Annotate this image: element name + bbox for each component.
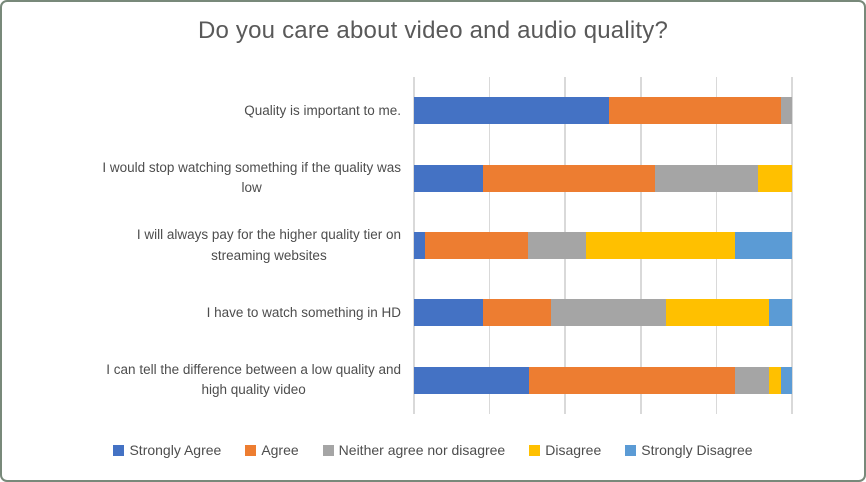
bar-segment-disagree bbox=[585, 232, 735, 260]
legend-swatch-icon bbox=[322, 444, 334, 456]
category-label: I would stop watching something if the q… bbox=[2, 158, 414, 199]
bar-segment-strongly-agree bbox=[414, 232, 426, 260]
legend-swatch-icon bbox=[625, 444, 637, 456]
bar-segment-disagree bbox=[757, 164, 792, 192]
category-row-1: Quality is important to me. bbox=[2, 77, 864, 144]
bar-track bbox=[414, 164, 792, 192]
bar-segment-agree bbox=[482, 164, 655, 192]
bar-track bbox=[414, 366, 792, 394]
category-label: I have to watch something in HD bbox=[2, 303, 414, 323]
bar-segment-strongly-agree bbox=[414, 299, 483, 327]
legend-label: Disagree bbox=[545, 442, 602, 458]
bar-track bbox=[414, 97, 792, 125]
legend-item-strongly-agree: Strongly Agree bbox=[113, 442, 221, 458]
category-row-2: I would stop watching something if the q… bbox=[2, 144, 864, 211]
category-label: Quality is important to me. bbox=[2, 101, 414, 121]
legend-label: Strongly Agree bbox=[129, 442, 222, 458]
plot-area: Quality is important to me. I would stop … bbox=[2, 77, 864, 414]
bar-segment-agree bbox=[608, 97, 781, 125]
bar-track bbox=[414, 232, 793, 260]
bar-segment-strongly-disagree bbox=[734, 232, 793, 260]
legend-label: Neither agree nor disagree bbox=[338, 442, 506, 458]
category-label-text: Quality is important to me. bbox=[244, 102, 401, 118]
bar-segment-agree bbox=[528, 366, 735, 394]
legend-swatch-icon bbox=[113, 444, 125, 456]
bar-segment-neither-agree-nor-disagree bbox=[551, 299, 666, 327]
bar-segment-agree bbox=[482, 299, 552, 327]
bar-track bbox=[414, 299, 793, 327]
bar-segment-disagree bbox=[665, 299, 769, 327]
bar-segment-neither-agree-nor-disagree bbox=[780, 97, 792, 125]
category-label-text: I have to watch something in HD bbox=[206, 304, 401, 320]
legend-item-neither-agree-nor-disagree: Neither agree nor disagree bbox=[322, 442, 506, 458]
bar-segment-disagree bbox=[769, 366, 781, 394]
bar-segment-neither-agree-nor-disagree bbox=[528, 232, 586, 260]
legend-item-strongly-disagree: Strongly Disagree bbox=[625, 442, 753, 458]
bar-segment-neither-agree-nor-disagree bbox=[734, 366, 770, 394]
category-label-text: I would stop watching something if the q… bbox=[102, 159, 401, 196]
bar-segment-strongly-disagree bbox=[768, 299, 793, 327]
bar-segment-agree bbox=[425, 232, 529, 260]
category-row-4: I have to watch something in HD bbox=[2, 279, 864, 346]
category-row-5: I can tell the difference between a low … bbox=[2, 347, 864, 414]
legend-swatch-icon bbox=[529, 444, 541, 456]
category-label: I will always pay for the higher quality… bbox=[2, 225, 414, 266]
bar-segment-strongly-agree bbox=[414, 97, 609, 125]
category-label: I can tell the difference between a low … bbox=[2, 360, 414, 401]
legend-label: Strongly Disagree bbox=[641, 442, 753, 458]
legend-label: Agree bbox=[261, 442, 299, 458]
bar-segment-strongly-agree bbox=[414, 164, 483, 192]
bar-segment-neither-agree-nor-disagree bbox=[654, 164, 758, 192]
category-label-text: I will always pay for the higher quality… bbox=[136, 227, 401, 263]
legend-item-agree: Agree bbox=[245, 442, 299, 458]
bar-segment-strongly-agree bbox=[414, 366, 529, 394]
bar-rows: Quality is important to me. I would stop … bbox=[2, 77, 864, 414]
legend-item-disagree: Disagree bbox=[529, 442, 601, 458]
legend: Strongly Agree Agree Neither agree nor dis… bbox=[2, 442, 864, 458]
legend-swatch-icon bbox=[245, 444, 257, 456]
bar-segment-strongly-disagree bbox=[780, 366, 792, 394]
category-label-text: I can tell the difference between a low … bbox=[106, 362, 401, 398]
chart-title: Do you care about video and audio qualit… bbox=[197, 17, 669, 44]
category-row-3: I will always pay for the higher quality… bbox=[2, 212, 864, 279]
